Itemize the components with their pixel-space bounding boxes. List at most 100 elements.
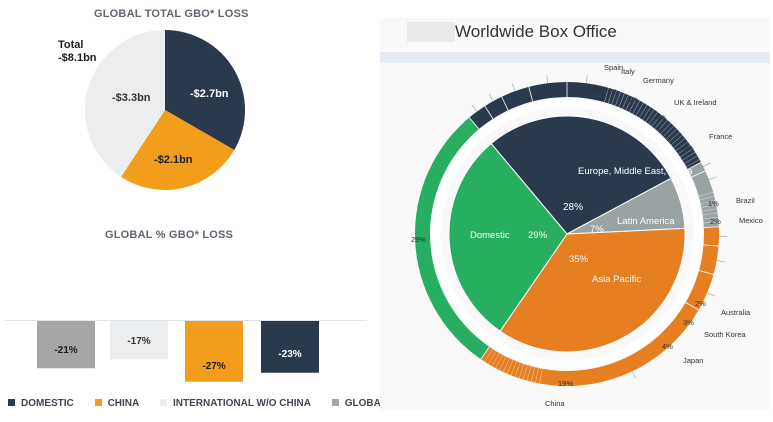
legend-swatch — [8, 398, 15, 406]
outer-pct-japan: 4% — [662, 342, 673, 351]
legend-swatch — [331, 398, 339, 406]
outer-pct-italy: 2% — [607, 87, 618, 96]
minor-segment-divider — [701, 204, 717, 208]
bar-international-w-o-china — [110, 321, 168, 360]
minor-segment-divider — [518, 363, 524, 379]
legend-label: INTERNATIONAL W/O CHINA — [173, 398, 311, 409]
leader-line — [716, 260, 725, 263]
outer-segment-japan — [698, 270, 714, 275]
outer-band-asia-pacific — [480, 226, 719, 386]
inner-slice-2 — [499, 227, 686, 353]
pie-label-domestic: -$2.7bn — [190, 88, 229, 100]
title-underline-bar — [380, 52, 770, 63]
minor-segment-divider — [495, 354, 503, 369]
bar-legend: DOMESTIC CHINA INTERNATIONAL W/O CHINA G… — [8, 398, 405, 409]
legend-swatch — [94, 398, 102, 406]
outer-segment-australia — [703, 226, 719, 228]
minor-segment-divider — [484, 349, 493, 362]
minor-segment-divider — [539, 368, 543, 384]
outer-name-brazil: Brazil — [736, 196, 755, 205]
minor-segment-divider — [678, 145, 691, 155]
inner-slice-3 — [448, 142, 568, 332]
outer-pct-germany: 3% — [627, 95, 638, 104]
minor-segment-divider — [510, 361, 517, 376]
box-office-title: Worldwide Box Office — [455, 22, 617, 41]
minor-segment-divider — [491, 353, 500, 367]
outer-name-japan: Japan — [683, 356, 704, 365]
inner-pct-apac: 35% — [569, 254, 589, 265]
outer-band-domestic — [415, 117, 490, 360]
outer-segment-south-korea — [703, 244, 719, 247]
inner-slice-0 — [490, 115, 672, 235]
legend-item-international: INTERNATIONAL W/O CHINA — [160, 398, 311, 409]
minor-segment-divider — [663, 125, 674, 137]
minor-segment-divider — [703, 221, 719, 223]
minor-segment-divider — [642, 107, 651, 120]
pie-total-label: Total — [58, 39, 84, 51]
pie-total-value: -$8.1bn — [58, 52, 97, 64]
outer-segment-uk-ireland — [528, 86, 533, 102]
legend-label: DOMESTIC — [21, 398, 74, 409]
minor-segment-divider — [670, 135, 683, 146]
minor-segment-divider — [535, 367, 539, 383]
leader-line — [511, 83, 516, 92]
pie-label-international: -$3.3bn — [112, 92, 151, 104]
outer-segment-italy — [484, 105, 494, 119]
outer-name-china: China — [545, 399, 565, 408]
minor-segment-divider — [657, 119, 668, 132]
minor-segment-divider — [648, 111, 658, 125]
inner-label-apac: Asia Pacific — [592, 274, 642, 285]
minor-segment-divider — [635, 102, 644, 116]
minor-segment-divider — [622, 94, 629, 109]
pie-chart-title: GLOBAL TOTAL GBO* LOSS — [94, 8, 249, 20]
minor-segment-divider — [514, 362, 521, 377]
minor-segment-divider — [654, 117, 665, 129]
leader-line — [471, 104, 478, 112]
outer-segment-spain — [468, 117, 480, 130]
bar-chart-title: GLOBAL % GBO* LOSS — [105, 229, 234, 241]
minor-segment-divider — [665, 128, 677, 140]
legend-item-global: GLOBAL — [331, 398, 387, 409]
minor-segment-divider — [684, 155, 698, 164]
minor-segment-divider — [639, 104, 648, 118]
minor-segment-divider — [531, 367, 536, 382]
box-office-donut — [415, 75, 727, 386]
minor-segment-divider — [607, 88, 613, 104]
inner-emea-name: Europe, Middle East, Africa — [578, 166, 693, 177]
minor-segment-divider — [611, 90, 617, 105]
bar-label-global: -21% — [54, 345, 78, 356]
outer-segment-china — [685, 302, 699, 311]
outer-name-france: France — [709, 132, 733, 141]
inner-label-emea: Europe, Middle East, Africa — [578, 166, 693, 178]
minor-segment-divider — [651, 114, 662, 127]
outer-name-south-korea: South Korea — [704, 330, 746, 339]
minor-segment-divider — [499, 356, 507, 371]
minor-segment-divider — [488, 351, 497, 365]
minor-segment-divider — [526, 366, 532, 381]
bar-baseline — [5, 320, 367, 321]
minor-segment-divider — [618, 93, 625, 108]
outer-pct-spain: 2% — [591, 84, 602, 93]
inner-label-domestic: Domestic — [470, 230, 510, 241]
leader-line — [707, 292, 715, 297]
donut-gap — [431, 98, 703, 370]
outer-name-germany: Germany — [643, 76, 674, 85]
leader-line — [488, 94, 494, 102]
bar-label-domestic: -23% — [278, 349, 302, 360]
bar-china — [185, 321, 243, 382]
minor-segment-divider — [675, 141, 688, 152]
minor-segment-divider — [686, 159, 700, 168]
outer-pct-uk: 4% — [655, 113, 666, 122]
leader-line — [546, 75, 549, 84]
minor-segment-divider — [629, 98, 637, 113]
inner-pct-emea: 28% — [563, 202, 584, 213]
minor-segment-divider — [645, 109, 655, 122]
outer-pct-brazil: 1% — [708, 199, 719, 208]
leader-line — [585, 75, 588, 84]
gbo-percent-loss-bars — [5, 320, 367, 382]
minor-segment-divider — [503, 358, 510, 373]
minor-segment-divider — [699, 196, 715, 201]
outer-segment-domestic — [480, 346, 490, 360]
outer-segment-mexico — [691, 170, 706, 178]
minor-segment-divider — [702, 208, 717, 212]
